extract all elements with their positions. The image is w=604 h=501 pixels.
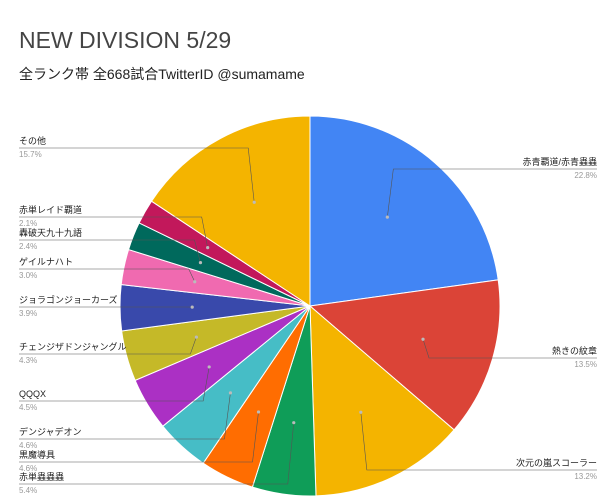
leader-dot — [207, 365, 211, 369]
slice-percent: 2.1% — [19, 219, 37, 228]
leader-line — [19, 422, 295, 485]
pie-slices — [119, 115, 501, 497]
leader-line — [19, 411, 259, 463]
pie-slice — [309, 115, 499, 307]
pie-slice — [150, 115, 311, 307]
leader-dot — [252, 200, 256, 204]
slice-percent: 13.5% — [574, 360, 597, 369]
label-leader-lines — [19, 147, 597, 485]
slice-percent: 4.3% — [19, 356, 37, 365]
leader-dot — [385, 215, 389, 219]
slice-percent: 4.6% — [19, 441, 37, 450]
slice-labels: 赤青覇道/赤青蟲蟲 22.8% 熱きの紋章 13.5% 次元の嵐スコーラー 13.2% 赤単… — [19, 135, 597, 495]
leader-line — [422, 339, 597, 359]
leader-dot — [190, 305, 194, 309]
leader-line — [360, 412, 597, 471]
chart-subtitle: 全ランク帯 全668試合TwitterID @sumamame — [19, 66, 305, 82]
leader-line — [19, 392, 231, 440]
slice-label: 轟破天九十九語 — [19, 227, 82, 238]
leader-line — [19, 239, 201, 263]
leader-line — [387, 168, 597, 218]
slice-percent: 13.2% — [574, 472, 597, 481]
leader-dot — [198, 261, 203, 265]
leader-dot — [292, 421, 296, 425]
slice-label: 赤単レイド覇道 — [19, 204, 82, 215]
slice-label: 黒魔導具 — [19, 449, 55, 460]
leader-dot — [228, 391, 233, 395]
leader-line — [19, 336, 197, 355]
leader-dot — [256, 410, 261, 414]
leader-dot — [421, 337, 425, 341]
slice-percent: 22.8% — [574, 171, 597, 180]
slice-label: QQQX — [19, 389, 46, 399]
slice-label: ゲイルナハト — [19, 256, 73, 267]
pie-slice — [308, 279, 501, 431]
leader-line — [19, 216, 208, 248]
slice-label: 赤青覇道/赤青蟲蟲 — [522, 156, 597, 167]
slice-percent: 3.0% — [19, 271, 37, 280]
leader-dot — [194, 335, 198, 339]
slice-label: 次元の嵐スコーラー — [516, 457, 597, 468]
slice-label: ジョラゴンジョーカーズ — [19, 294, 118, 305]
slice-percent: 3.9% — [19, 309, 37, 318]
slice-percent: 4.5% — [19, 403, 37, 412]
leader-dot — [193, 280, 197, 284]
slice-label: チェンジザドンジャングル — [19, 341, 127, 352]
chart-title: NEW DIVISION 5/29 — [19, 27, 232, 53]
leader-line — [19, 366, 210, 402]
slice-percent: 5.4% — [19, 486, 37, 495]
slice-label: 熱きの紋章 — [552, 345, 597, 356]
slice-percent: 2.4% — [19, 242, 37, 251]
slice-percent: 15.7% — [19, 150, 42, 159]
leader-line — [19, 147, 255, 203]
leader-dot — [359, 410, 363, 414]
slice-percent: 4.6% — [19, 464, 37, 473]
slice-label: 赤単蟲蟲蟲 — [19, 471, 64, 482]
leader-line — [19, 268, 195, 282]
pie-slice — [309, 304, 455, 497]
leader-dot — [206, 246, 210, 250]
slice-label: その他 — [19, 135, 46, 146]
slice-label: デンジャデオン — [19, 426, 82, 437]
